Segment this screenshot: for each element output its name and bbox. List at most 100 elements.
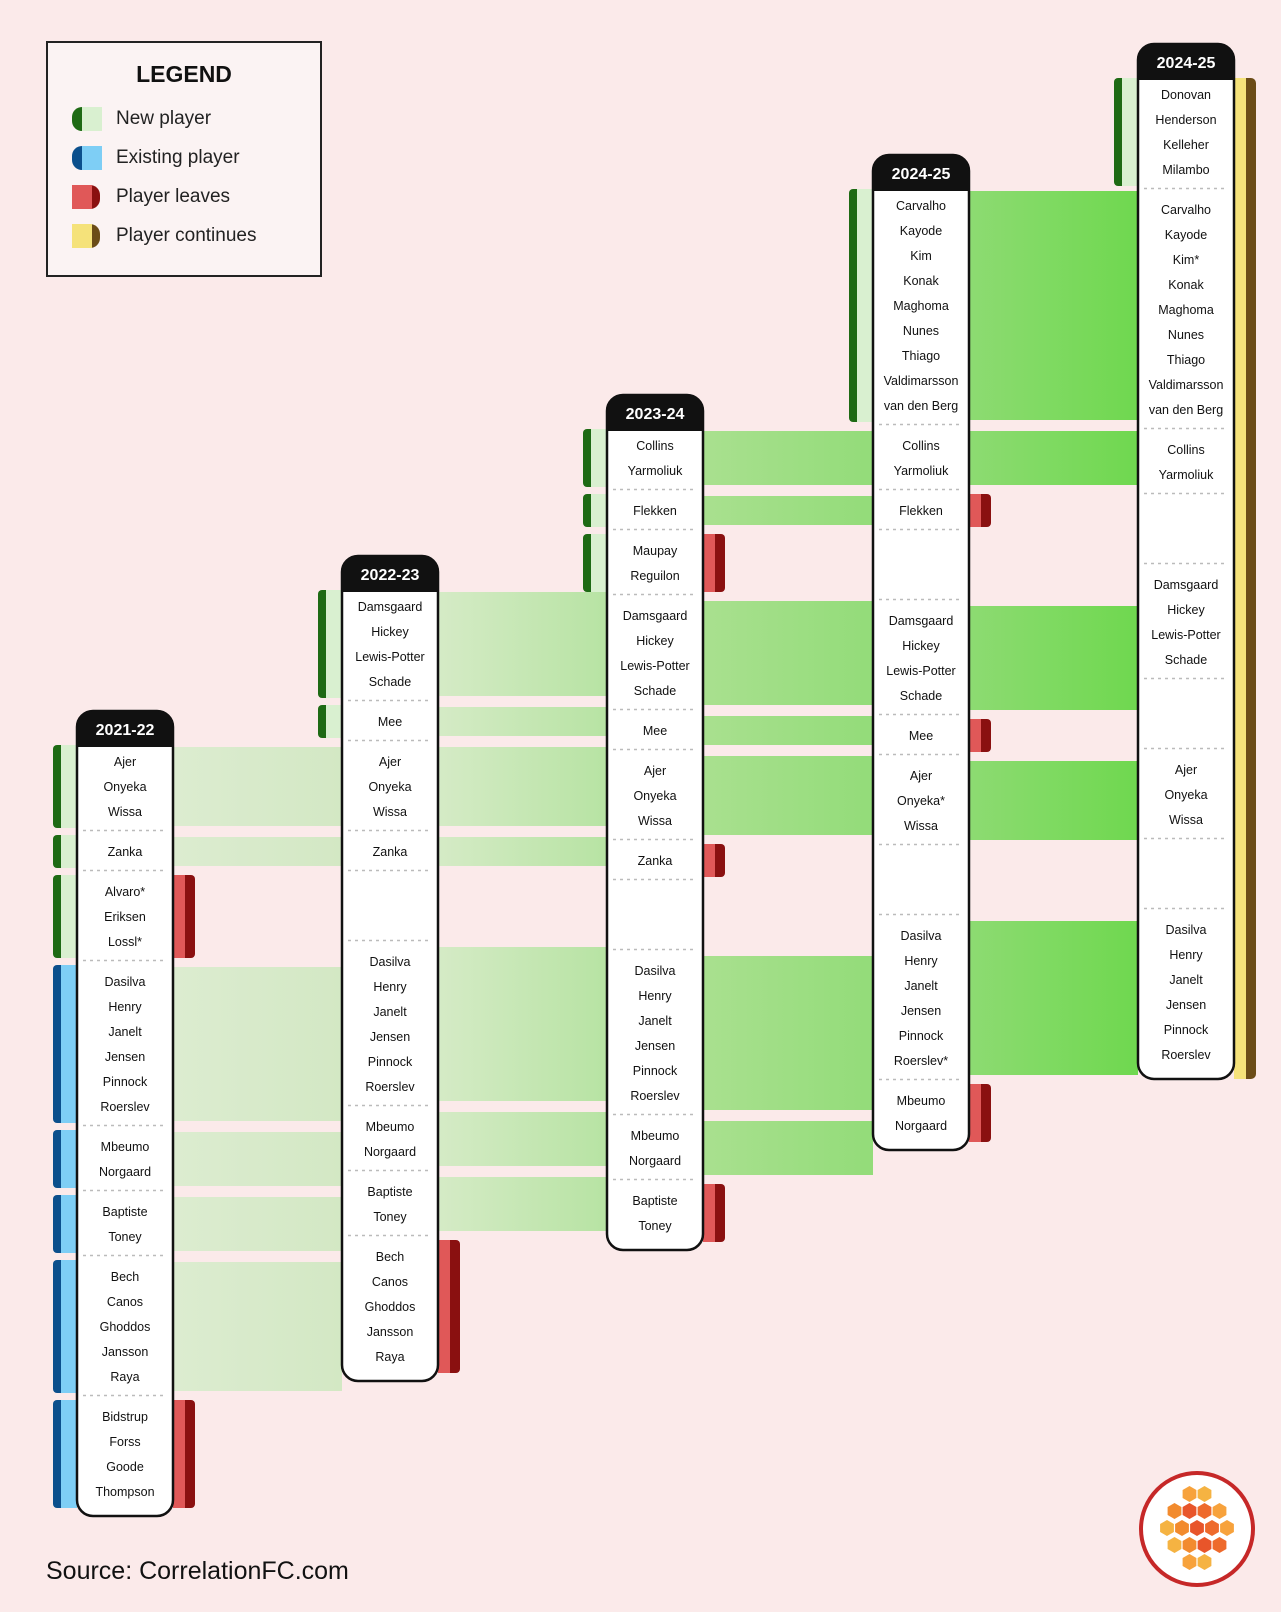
player-name: Schade — [369, 675, 411, 689]
player-name: Baptiste — [367, 1185, 412, 1199]
player-flow-band — [703, 756, 873, 835]
player-flow-band — [438, 837, 607, 866]
legend-item-new-player: New player — [72, 106, 211, 132]
player-name: Damsgaard — [358, 600, 423, 614]
player-name: Henderson — [1155, 113, 1216, 127]
season-column-2: 2023-24 Collins Yarmoliuk Flekken Maupay Regu… — [583, 393, 725, 1252]
player-leaves-tab-fill — [969, 1084, 981, 1142]
player-leaves-tab-fill — [703, 844, 715, 877]
player-name: Kayode — [900, 224, 942, 238]
player-flow-band — [969, 191, 1138, 420]
player-name: Ajer — [910, 769, 932, 783]
player-flow-band — [969, 761, 1138, 840]
player-name: Schade — [1165, 653, 1207, 667]
player-name: Maghoma — [893, 299, 949, 313]
player-name: Pinnock — [103, 1075, 148, 1089]
player-name: Norgaard — [895, 1119, 947, 1133]
player-name: Thompson — [95, 1485, 154, 1499]
season-header — [342, 556, 438, 592]
player-name: Lewis-Potter — [355, 650, 424, 664]
player-flow-band — [173, 967, 342, 1121]
player-name: Toney — [373, 1210, 407, 1224]
season-label: 2022-23 — [361, 567, 420, 584]
legend-label: Existing player — [116, 147, 240, 168]
player-flow-band — [438, 747, 607, 826]
player-name: Zanka — [373, 845, 408, 859]
player-name: Zanka — [638, 854, 673, 868]
player-name: Kim* — [1173, 253, 1200, 267]
player-name: Carvalho — [896, 199, 946, 213]
player-name: Jensen — [1166, 998, 1206, 1012]
player-name: Mbeumo — [366, 1120, 415, 1134]
player-name: Damsgaard — [623, 609, 688, 623]
season-label: 2024-25 — [892, 166, 951, 183]
player-flow-band — [173, 1262, 342, 1391]
player-name: Jansson — [367, 1325, 414, 1339]
new-player-bar-fill — [591, 494, 607, 527]
player-flow-band — [173, 837, 342, 866]
player-name: Henry — [638, 989, 672, 1003]
season-header — [77, 711, 173, 747]
player-name: Thiago — [902, 349, 940, 363]
player-name: Baptiste — [102, 1205, 147, 1219]
player-name: Carvalho — [1161, 203, 1211, 217]
player-flow-band — [438, 592, 607, 696]
season-column-4: 2024-25 Donovan Henderson Kelleher Milambo Ca… — [1114, 42, 1256, 1081]
player-name: Pinnock — [368, 1055, 413, 1069]
player-name: Ghoddos — [365, 1300, 416, 1314]
player-name: Norgaard — [99, 1165, 151, 1179]
player-name: Dasilva — [901, 929, 942, 943]
player-leaves-tab-fill — [969, 494, 981, 527]
player-name: Collins — [1167, 443, 1205, 457]
player-name: Onyeka — [368, 780, 411, 794]
player-leaves-tab-fill — [173, 1400, 185, 1508]
player-name: Bech — [376, 1250, 405, 1264]
player-name: Jensen — [635, 1039, 675, 1053]
new-player-swatch — [72, 107, 102, 131]
player-flow-band — [703, 956, 873, 1110]
player-name: Konak — [903, 274, 939, 288]
player-leaves-tab-fill — [969, 719, 981, 752]
player-flow-band — [173, 1197, 342, 1251]
legend-item-player-leaves: Player leaves — [72, 184, 230, 210]
player-name: Yarmoliuk — [628, 464, 683, 478]
player-name: Eriksen — [104, 910, 146, 924]
player-name: Milambo — [1162, 163, 1209, 177]
player-name: Ajer — [1175, 763, 1197, 777]
player-name: Donovan — [1161, 88, 1211, 102]
existing-player-swatch — [72, 146, 102, 170]
new-player-bar-fill — [591, 534, 607, 592]
player-name: Roerslev* — [894, 1054, 948, 1068]
player-name: Yarmoliuk — [894, 464, 949, 478]
player-name: Onyeka* — [897, 794, 945, 808]
player-name: Reguilon — [630, 569, 679, 583]
player-name: Flekken — [633, 504, 677, 518]
flow-layer — [173, 191, 1138, 1391]
player-flow-band — [438, 707, 607, 736]
player-flow-band — [438, 947, 607, 1101]
player-name: Pinnock — [899, 1029, 944, 1043]
player-name: Nunes — [903, 324, 939, 338]
player-name: Maghoma — [1158, 303, 1214, 317]
player-name: Wissa — [1169, 813, 1203, 827]
season-label: 2023-24 — [626, 406, 685, 423]
player-name: Yarmoliuk — [1159, 468, 1214, 482]
player-leaves-tab-fill — [703, 1184, 715, 1242]
season-label: 2024-25 — [1157, 55, 1216, 72]
player-name: Mee — [378, 715, 402, 729]
season-column-0: 2021-22 Ajer Onyeka Wissa Zanka Alvaro* Erikse… — [53, 709, 195, 1518]
player-name: Collins — [902, 439, 940, 453]
new-player-bar-fill — [326, 590, 342, 698]
player-name: Toney — [108, 1230, 142, 1244]
season-header — [607, 395, 703, 431]
new-player-bar-fill — [61, 745, 77, 828]
player-name: Pinnock — [633, 1064, 678, 1078]
player-name: Ajer — [379, 755, 401, 769]
new-player-bar-fill — [1122, 78, 1138, 186]
season-label: 2021-22 — [96, 722, 155, 739]
player-name: Nunes — [1168, 328, 1204, 342]
player-name: Bech — [111, 1270, 140, 1284]
player-name: Hickey — [371, 625, 409, 639]
new-player-bar-fill — [591, 429, 607, 487]
